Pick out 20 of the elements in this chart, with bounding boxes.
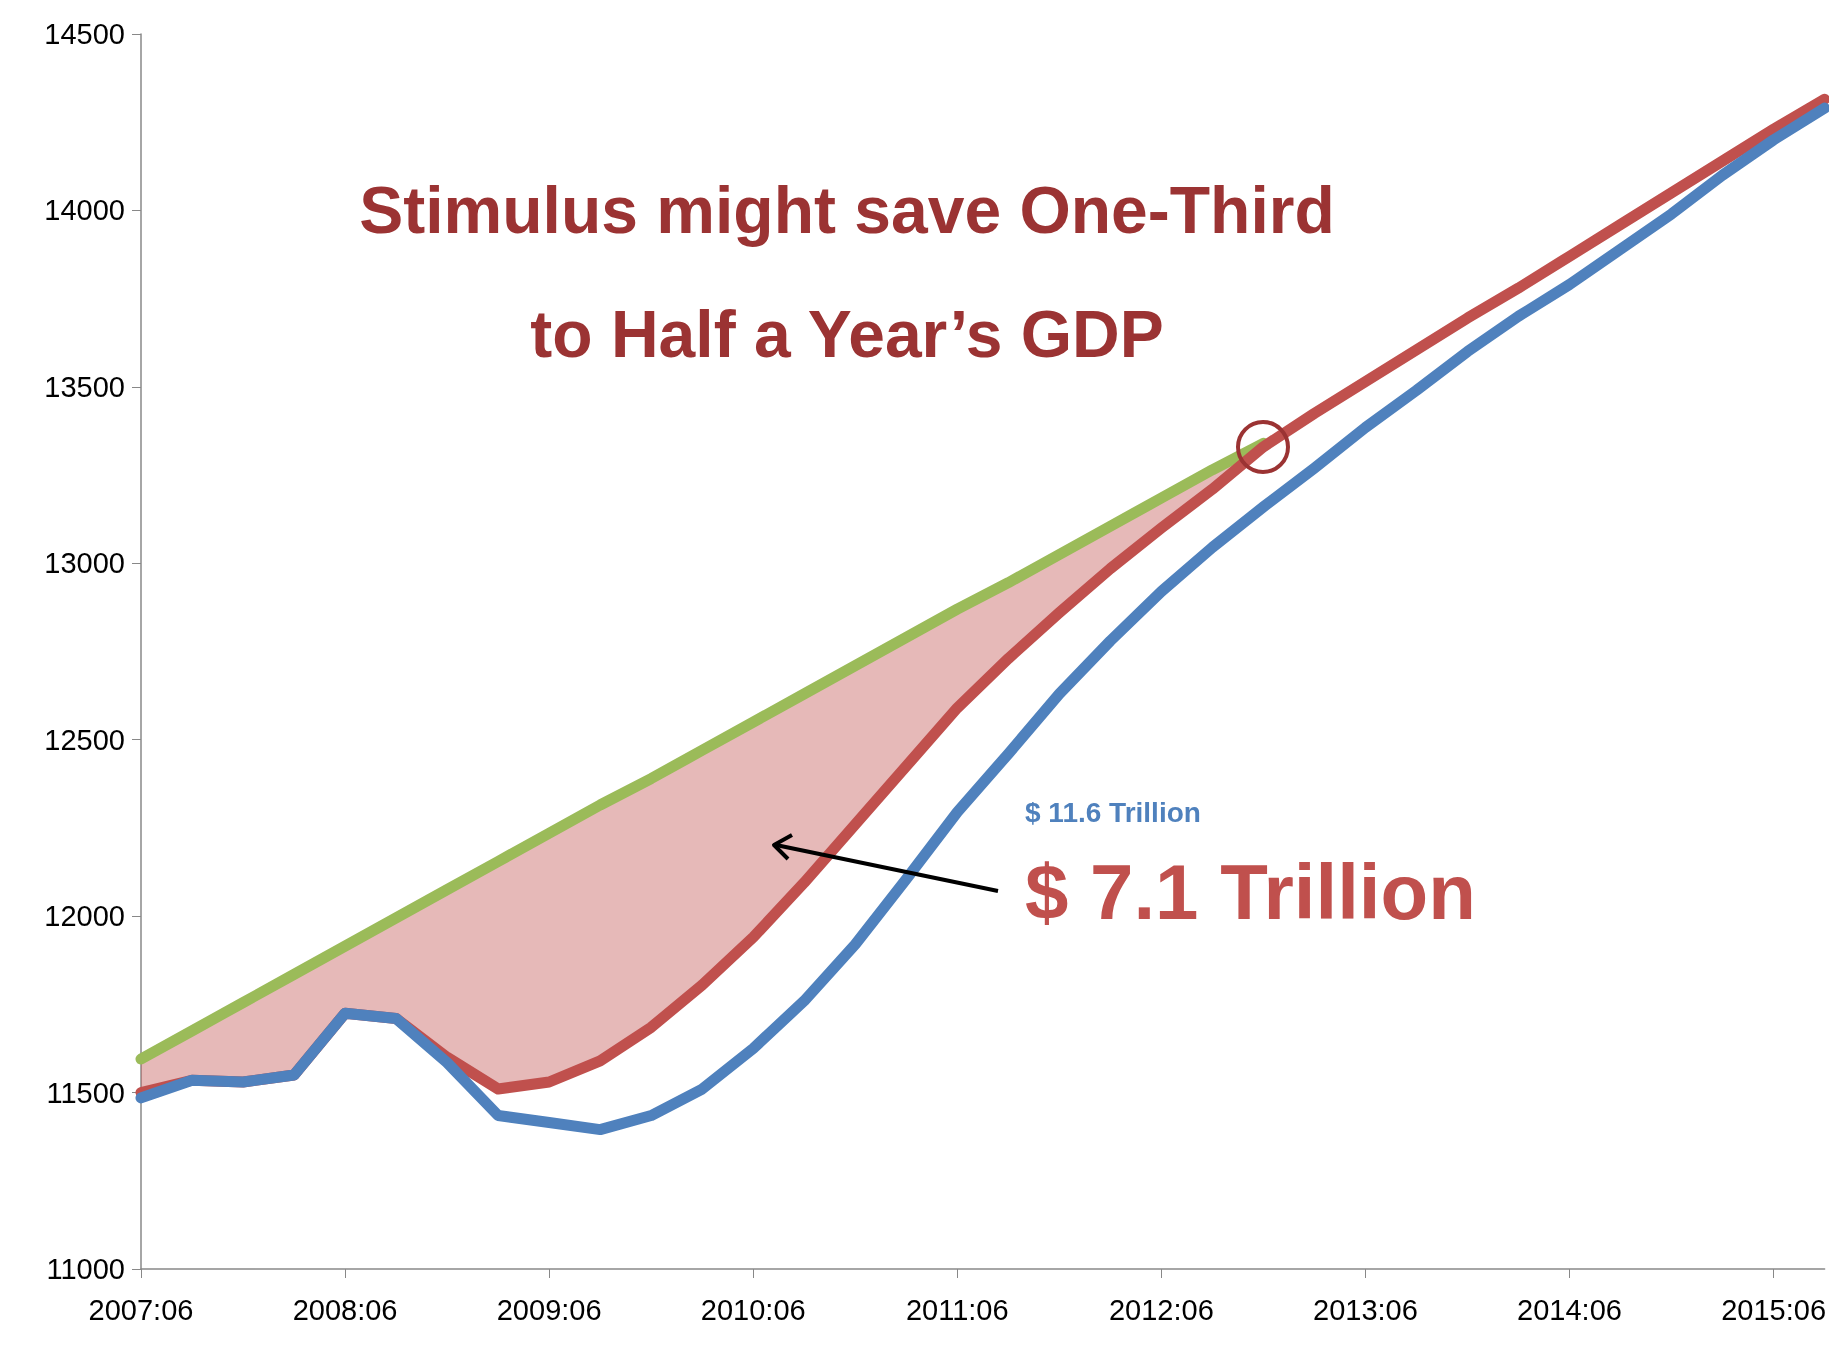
y-tick-label: 14500 (44, 18, 125, 50)
x-tick-label: 2015:06 (1721, 1293, 1826, 1326)
x-tick-label: 2012:06 (1108, 1293, 1214, 1326)
annotation: $ 7.1 Trillion (1025, 848, 1476, 936)
y-tick-label: 11500 (46, 1076, 125, 1109)
y-tick-label: 12500 (44, 723, 125, 756)
y-tick-label: 13500 (44, 370, 125, 403)
x-tick-label: 2014:06 (1517, 1293, 1622, 1326)
annotation: $ 11.6 Trillion (1025, 796, 1201, 828)
x-tick-label: 2007:06 (88, 1293, 194, 1326)
x-tick-label: 2008:06 (292, 1293, 398, 1326)
x-tick-label: 2013:06 (1313, 1293, 1418, 1326)
y-tick-label: 14000 (44, 194, 125, 227)
text: Stimulus might save One-Third to Half a Year’s GDP (359, 173, 1335, 371)
x-tick-label: 2010:06 (700, 1293, 806, 1326)
x-tick-label: 2011:06 (905, 1293, 1009, 1326)
x-tick-label: 2009:06 (496, 1293, 602, 1326)
y-tick-label: 13000 (44, 547, 125, 580)
y-tick-label: 12000 (44, 900, 125, 933)
y-tick-label: 11000 (46, 1253, 125, 1285)
